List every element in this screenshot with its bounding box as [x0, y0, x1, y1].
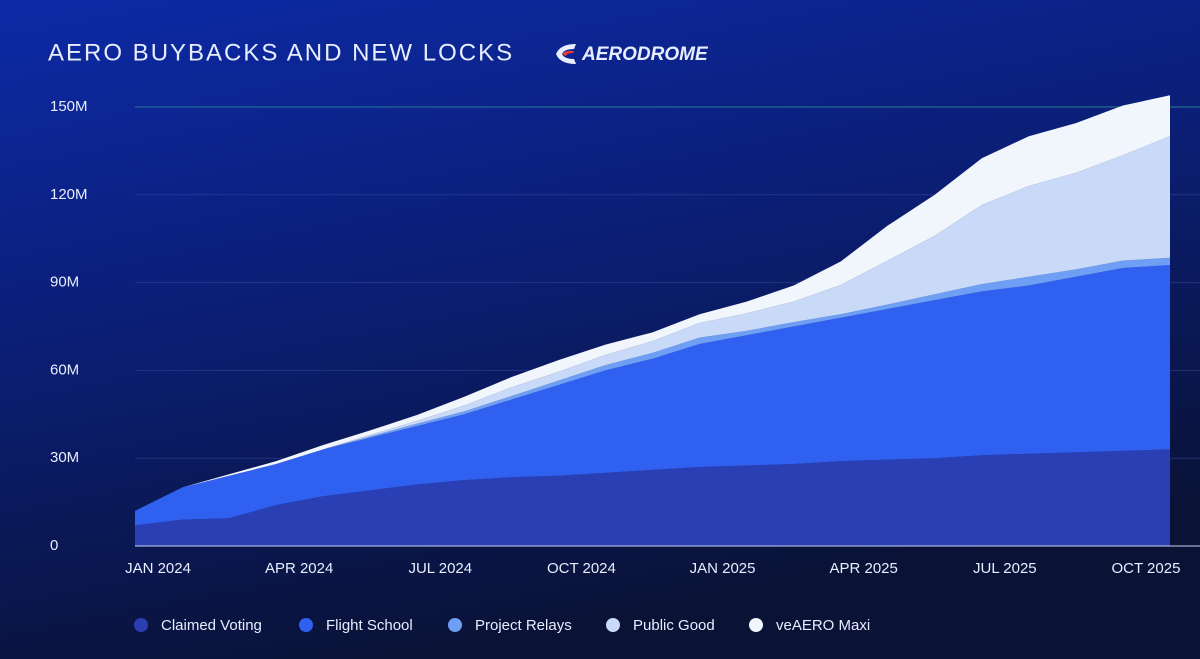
x-tick-label: JAN 2025: [690, 560, 756, 577]
legend-label: Project Relays: [475, 617, 572, 634]
y-tick-label: 30M: [50, 449, 79, 466]
brand-name: AERODROME: [581, 44, 709, 65]
area: [135, 95, 1170, 511]
legend-label: Flight School: [326, 617, 413, 634]
y-tick-label: 90M: [50, 274, 79, 291]
y-tick-label: 120M: [50, 186, 88, 203]
legend-label: veAERO Maxi: [776, 617, 870, 634]
area: [135, 449, 1170, 546]
legend-swatch: [606, 618, 620, 632]
legend-label: Claimed Voting: [161, 617, 262, 634]
x-tick-label: JAN 2024: [125, 560, 191, 577]
x-tick-label: JUL 2025: [973, 560, 1037, 577]
logo-icon: [556, 44, 576, 64]
y-tick-label: 150M: [50, 98, 88, 115]
legend-swatch: [448, 618, 462, 632]
x-tick-label: JUL 2024: [408, 560, 472, 577]
brand-logo: AERODROME: [556, 44, 709, 65]
x-tick-label: APR 2024: [265, 560, 333, 577]
legend-swatch: [134, 618, 148, 632]
legend-label: Public Good: [633, 617, 715, 634]
x-tick-label: APR 2025: [829, 560, 897, 577]
legend-swatch: [299, 618, 313, 632]
area: [135, 265, 1170, 526]
legend-swatch: [749, 618, 763, 632]
chart-title: AERO BUYBACKS AND NEW LOCKS: [48, 39, 514, 66]
y-tick-label: 60M: [50, 361, 79, 378]
x-tick-label: OCT 2024: [547, 560, 616, 577]
x-tick-label: OCT 2025: [1111, 560, 1180, 577]
logo-icon-accent: [562, 50, 574, 56]
y-tick-label: 0: [50, 537, 58, 554]
